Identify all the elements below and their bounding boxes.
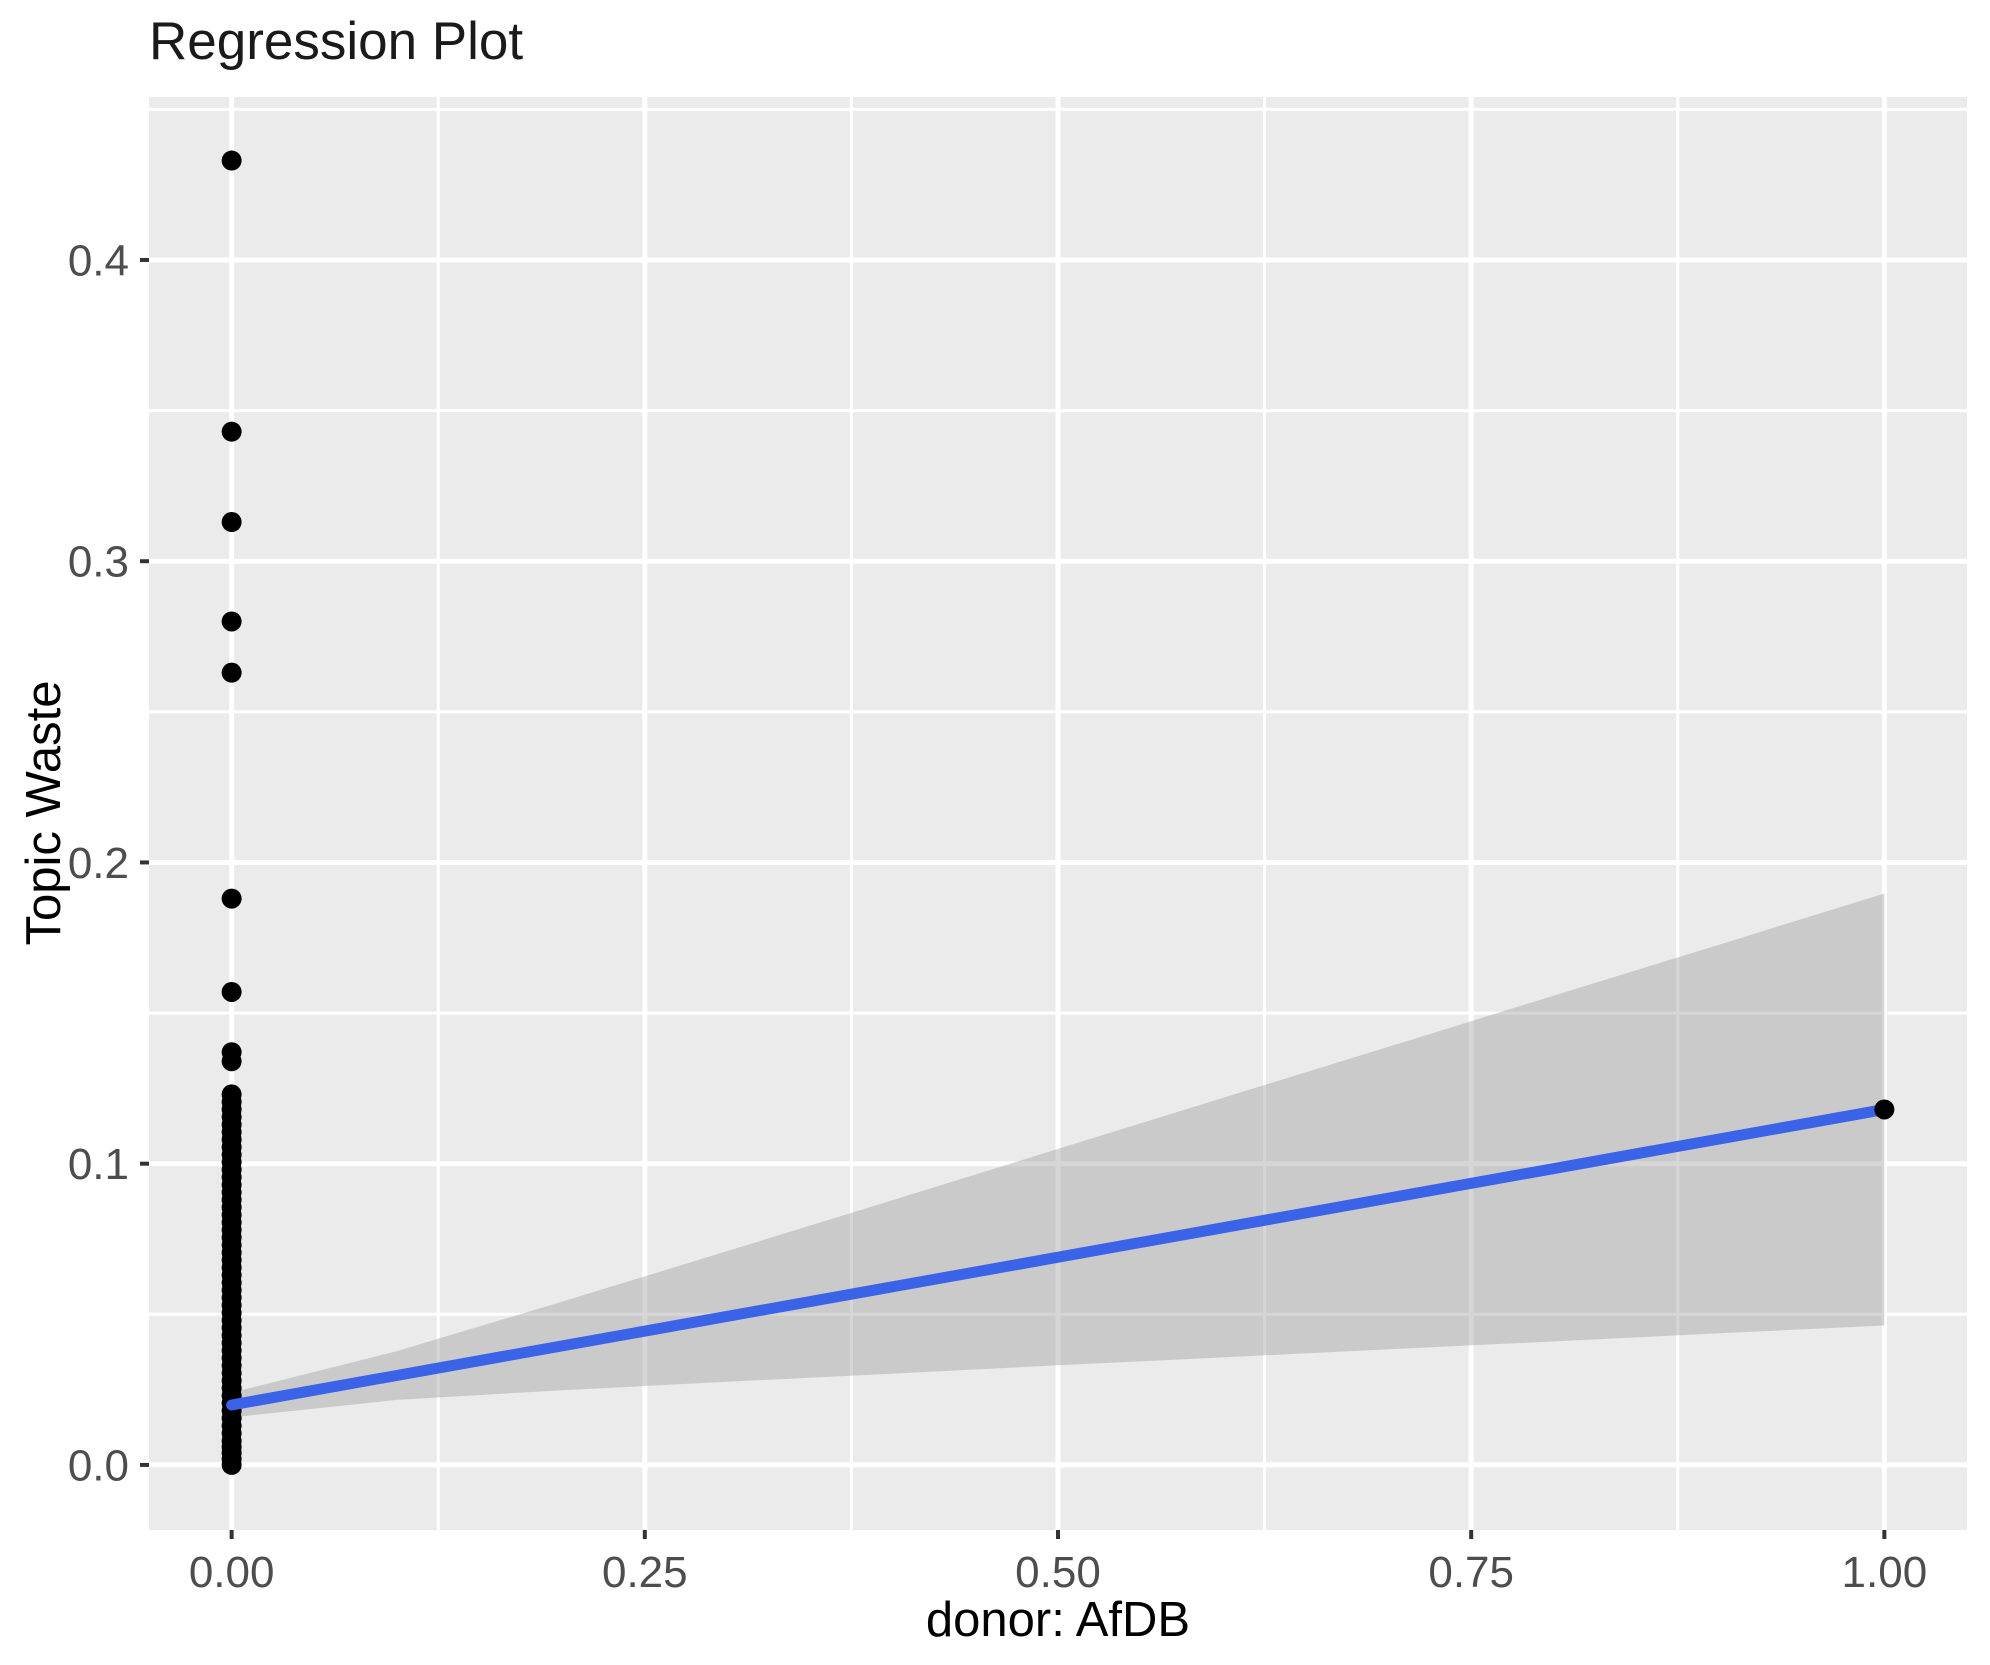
x-tick-label: 1.00 (1842, 1548, 1928, 1597)
data-point (1874, 1099, 1895, 1120)
data-point (221, 888, 242, 909)
plot-title: Regression Plot (149, 12, 524, 71)
x-tick-label: 0.50 (1015, 1548, 1101, 1597)
regression-line (226, 1103, 1890, 1411)
data-point (221, 150, 242, 171)
data-point (221, 421, 242, 442)
x-axis-title: donor: AfDB (925, 1593, 1191, 1647)
y-tick-label: 0.1 (68, 1140, 129, 1189)
x-tick-label: 0.00 (189, 1548, 275, 1597)
confidence-band (231, 893, 1885, 1418)
x-tick-label: 0.25 (602, 1548, 688, 1597)
y-tick-label: 0.3 (68, 538, 129, 587)
data-point (221, 1051, 242, 1072)
data-point (221, 512, 242, 533)
data-point (221, 1454, 242, 1475)
y-tick-label: 0.0 (68, 1441, 129, 1490)
y-tick-label: 0.4 (68, 236, 129, 285)
data-point (221, 662, 242, 683)
y-tick-label: 0.2 (68, 839, 129, 888)
x-tick-label: 0.75 (1428, 1548, 1514, 1597)
data-point (221, 981, 242, 1002)
data-point (221, 611, 242, 632)
